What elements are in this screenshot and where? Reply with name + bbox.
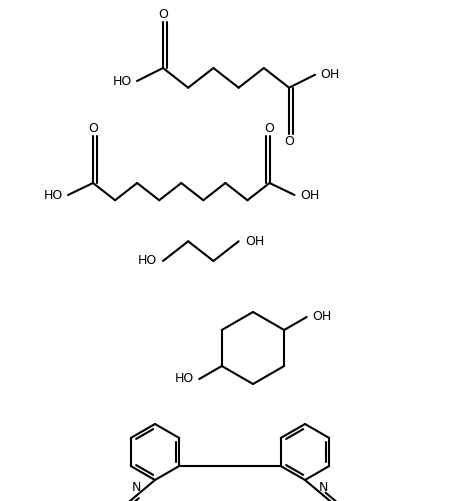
Text: HO: HO <box>175 373 194 385</box>
Text: HO: HO <box>44 188 63 201</box>
Text: HO: HO <box>113 75 132 88</box>
Text: OH: OH <box>321 68 340 81</box>
Text: OH: OH <box>300 188 319 201</box>
Text: O: O <box>158 8 168 21</box>
Text: O: O <box>88 122 98 134</box>
Text: OH: OH <box>245 235 264 248</box>
Text: OH: OH <box>312 311 331 324</box>
Text: N: N <box>319 481 328 494</box>
Text: N: N <box>132 481 141 494</box>
Text: HO: HO <box>138 255 157 268</box>
Text: O: O <box>265 122 275 134</box>
Text: O: O <box>284 135 294 148</box>
